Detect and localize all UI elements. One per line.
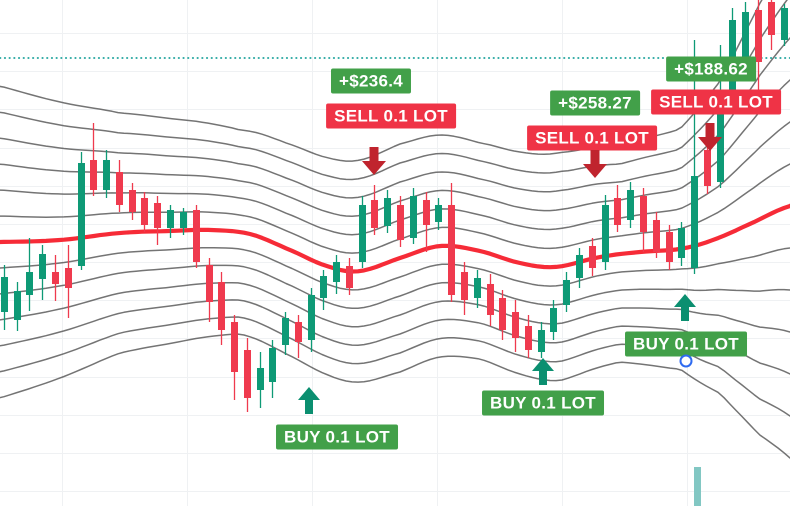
sell-badge[interactable]: SELL 0.1 LOT <box>651 89 781 115</box>
volume-bar <box>694 467 701 506</box>
sell-badge[interactable]: SELL 0.1 LOT <box>326 103 456 129</box>
buy-badge[interactable]: BUY 0.1 LOT <box>625 331 747 357</box>
profit-badge[interactable]: +$258.27 <box>550 90 640 116</box>
buy-badge[interactable]: BUY 0.1 LOT <box>482 390 604 416</box>
buy-arrow-up-icon[interactable] <box>298 387 322 415</box>
buy-badge[interactable]: BUY 0.1 LOT <box>276 424 398 450</box>
selection-anchor-handle[interactable] <box>679 354 693 368</box>
sell-arrow-down-icon[interactable] <box>583 150 607 178</box>
sell-arrow-down-icon[interactable] <box>698 123 722 151</box>
profit-badge[interactable]: +$236.4 <box>330 68 412 94</box>
ma-ribbon <box>0 0 790 459</box>
profit-badge[interactable]: +$188.62 <box>666 56 756 82</box>
buy-arrow-up-icon[interactable] <box>532 358 556 386</box>
buy-arrow-up-icon[interactable] <box>674 294 698 322</box>
sell-badge[interactable]: SELL 0.1 LOT <box>527 125 657 151</box>
center-ma-line <box>0 203 790 274</box>
sell-arrow-down-icon[interactable] <box>362 147 386 175</box>
